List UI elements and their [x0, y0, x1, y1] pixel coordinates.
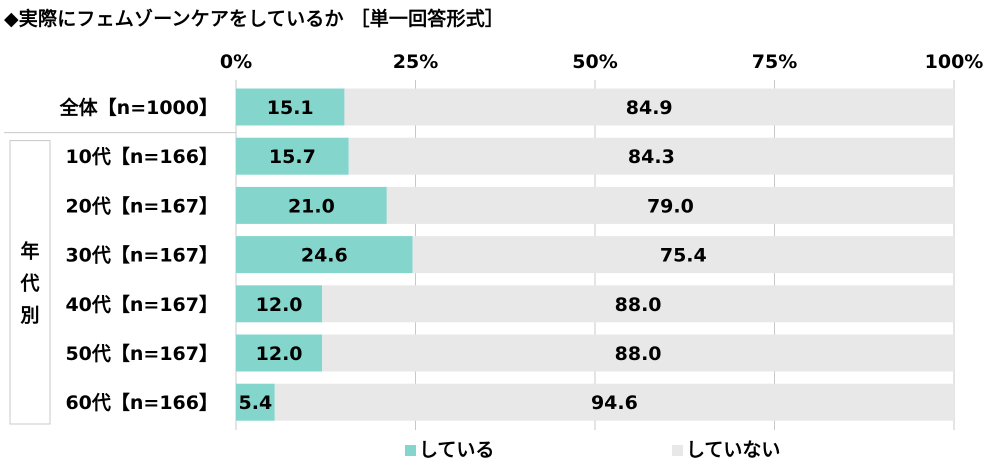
- bar-doing: [236, 88, 345, 126]
- group-label-char: 別: [20, 304, 39, 326]
- bar-doing: [236, 186, 387, 224]
- data-label: 5.4: [239, 392, 273, 414]
- category-label: 30代【n=167】: [65, 244, 218, 267]
- category-label: 40代【n=167】: [65, 293, 218, 316]
- data-label: 88.0: [615, 343, 662, 365]
- legend: している していない: [405, 439, 780, 461]
- bar-not-doing: [274, 383, 955, 421]
- data-label: 84.9: [626, 97, 673, 119]
- tick-label-100: 100%: [925, 51, 984, 73]
- data-label: 24.6: [301, 245, 348, 267]
- bar-doing: [236, 285, 323, 323]
- data-label: 94.6: [591, 392, 638, 414]
- bar-not-doing: [386, 186, 954, 224]
- group-label-char: 年: [20, 239, 39, 262]
- data-label: 84.3: [628, 146, 675, 168]
- tick-label-25: 25%: [393, 51, 438, 73]
- bar-not-doing: [412, 236, 954, 274]
- data-label: 15.7: [269, 146, 316, 168]
- category-label: 50代【n=167】: [65, 342, 218, 365]
- labels: 0% 25% 50% 75% 100% 年代別 全体【n=1000】 15.1 84.9 10代【…: [19, 51, 983, 414]
- data-label: 12.0: [256, 294, 303, 316]
- data-label: 15.1: [267, 97, 314, 119]
- tick-label-0: 0%: [220, 51, 252, 73]
- bar-not-doing: [348, 137, 954, 175]
- chart-title: ◆実際にフェムゾーンケアをしているか ［単一回答形式］: [4, 8, 505, 30]
- data-label: 21.0: [288, 195, 335, 217]
- legend-label-not-doing: していない: [686, 439, 780, 461]
- bar-not-doing: [344, 88, 955, 126]
- bar-not-doing: [322, 285, 954, 323]
- tick-label-50: 50%: [572, 51, 617, 73]
- legend-swatch-not-doing: [672, 445, 683, 456]
- legend-label-doing: している: [419, 439, 494, 461]
- group-label-char: 代: [19, 272, 39, 294]
- category-label: 全体【n=1000】: [59, 96, 218, 119]
- category-label: 60代【n=166】: [65, 391, 218, 414]
- bar-doing: [236, 236, 413, 274]
- data-label: 12.0: [256, 343, 303, 365]
- data-label: 79.0: [647, 195, 694, 217]
- category-label: 10代【n=166】: [65, 145, 218, 168]
- bar-doing: [236, 334, 323, 372]
- legend-swatch-doing: [405, 445, 416, 456]
- data-label: 88.0: [615, 294, 662, 316]
- category-label: 20代【n=167】: [65, 194, 218, 217]
- group-bracket: [9, 140, 51, 425]
- bar-doing: [236, 137, 349, 175]
- bar-doing: [236, 383, 275, 421]
- data-label: 75.4: [660, 245, 707, 267]
- bar-not-doing: [322, 334, 954, 372]
- tick-label-75: 75%: [752, 51, 797, 73]
- bars: [236, 88, 955, 421]
